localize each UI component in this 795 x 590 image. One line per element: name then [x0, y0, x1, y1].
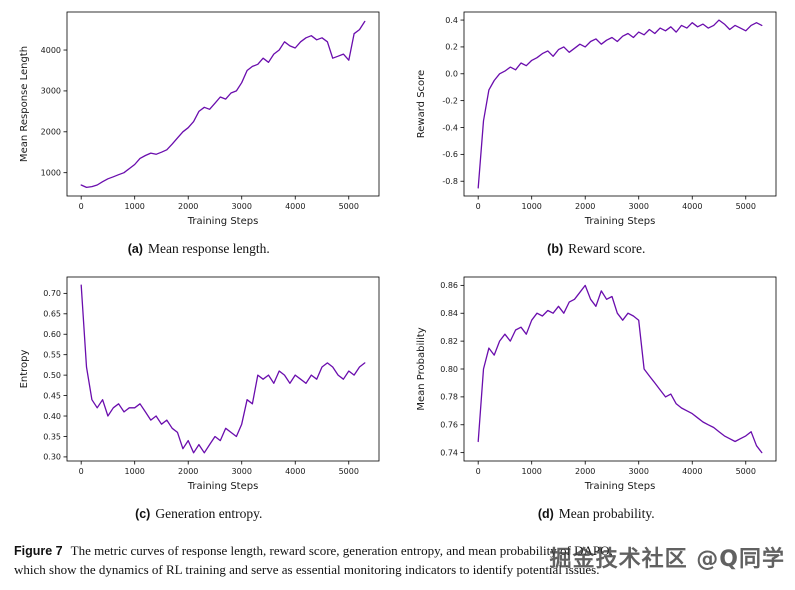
x-tick-label: 2000 — [575, 467, 595, 476]
chart-generation-entropy: 0 1000 2000 3000 4000 5000 0.30 0.35 0.40 0.45 0.5… — [13, 269, 385, 497]
y-tick-label: -0.2 — [443, 96, 459, 105]
figure-caption-label: Figure 7 — [14, 544, 63, 558]
y-tick-label: 2000 — [40, 128, 60, 137]
x-tick-label: 3000 — [231, 467, 251, 476]
y-tick-label: 0.4 — [446, 16, 459, 25]
figure-caption-text1: The metric curves of response length, re… — [70, 543, 613, 558]
plot-border — [463, 11, 777, 197]
plot-border — [463, 276, 777, 462]
y-tick-label: 4000 — [40, 46, 60, 55]
y-tick-label: -0.6 — [443, 150, 459, 159]
x-tick-label: 4000 — [682, 467, 702, 476]
figure-caption-line1: Figure 7 The metric curves of response le… — [14, 542, 781, 561]
subfigure-c-text: Generation entropy. — [155, 506, 263, 521]
y-axis-label: Mean Response Length — [19, 46, 30, 162]
subfigure-b-tag: (b) — [547, 242, 564, 256]
subfigure-d: 0 1000 2000 3000 4000 5000 0.74 0.76 0.78 0.80 0.8… — [398, 269, 795, 534]
x-tick-label: 5000 — [338, 467, 358, 476]
x-tick-label: 5000 — [338, 202, 358, 211]
figure-caption-text2: which show the dynamics of RL training a… — [14, 561, 600, 577]
y-tick-label: 0.76 — [440, 421, 458, 430]
subfigure-d-caption: (d) Mean probability. — [538, 506, 655, 522]
chart-mean-probability: 0 1000 2000 3000 4000 5000 0.74 0.76 0.78 0.80 0.8… — [410, 269, 782, 497]
subfigure-c: 0 1000 2000 3000 4000 5000 0.30 0.35 0.40 0.45 0.5… — [0, 269, 398, 534]
subfigure-a: 0 1000 2000 3000 4000 5000 1000 2000 3000 4000 Tra… — [0, 4, 398, 269]
chart-svg: 0 1000 2000 3000 4000 5000 0.30 0.35 0.40 0.45 0.5… — [19, 276, 380, 492]
figure-caption: Figure 7 The metric curves of response le… — [0, 534, 795, 580]
y-tick-label: 0.0 — [446, 70, 459, 79]
y-axis-label: Entropy — [19, 349, 30, 388]
y-tick-label: 0.86 — [440, 281, 458, 290]
subfigure-b-text: Reward score. — [568, 241, 646, 256]
chart-svg: 0 1000 2000 3000 4000 5000 0.74 0.76 0.78 0.80 0.8… — [416, 276, 777, 492]
figure-caption-line2: which show the dynamics of RL training a… — [14, 561, 781, 580]
x-axis-label: Training Steps — [584, 481, 656, 492]
series-line — [80, 284, 366, 454]
subfigure-a-tag: (a) — [127, 242, 143, 256]
y-tick-label: 0.82 — [440, 337, 458, 346]
x-tick-label: 5000 — [736, 467, 756, 476]
y-tick-label: 0.70 — [43, 289, 61, 298]
plot-border — [66, 11, 380, 197]
y-tick-label: 0.35 — [43, 432, 61, 441]
x-tick-label: 3000 — [629, 467, 649, 476]
subfigure-a-text: Mean response length. — [147, 241, 270, 256]
subfigure-c-caption: (c) Generation entropy. — [135, 506, 262, 522]
subfigure-c-tag: (c) — [135, 507, 151, 521]
y-tick-label: 0.80 — [440, 365, 458, 374]
x-tick-label: 0 — [78, 202, 83, 211]
x-tick-label: 1000 — [124, 202, 144, 211]
x-tick-label: 2000 — [178, 202, 198, 211]
chart-mean-response-length: 0 1000 2000 3000 4000 5000 1000 2000 3000 4000 Tra… — [13, 4, 385, 232]
y-tick-label: 1000 — [40, 168, 60, 177]
figure-grid: 0 1000 2000 3000 4000 5000 1000 2000 3000 4000 Tra… — [0, 4, 795, 534]
subfigure-b-caption: (b) Reward score. — [547, 241, 645, 257]
y-tick-label: -0.4 — [443, 123, 459, 132]
y-tick-label: 0.74 — [440, 448, 458, 457]
y-tick-label: -0.8 — [443, 177, 459, 186]
x-tick-label: 2000 — [575, 202, 595, 211]
x-tick-label: 4000 — [285, 202, 305, 211]
x-tick-label: 4000 — [285, 467, 305, 476]
x-tick-label: 3000 — [629, 202, 649, 211]
series-line — [477, 19, 763, 189]
x-tick-label: 4000 — [682, 202, 702, 211]
y-tick-label: 0.60 — [43, 330, 61, 339]
series-line — [477, 284, 763, 454]
x-tick-label: 0 — [78, 467, 83, 476]
x-tick-label: 0 — [476, 467, 481, 476]
x-tick-label: 0 — [476, 202, 481, 211]
subfigure-a-caption: (a) Mean response length. — [128, 241, 270, 257]
subfigure-b: 0 1000 2000 3000 4000 5000 -0.8 -0.6 -0.4 -0.2 0.0… — [398, 4, 795, 269]
x-axis-label: Training Steps — [584, 216, 656, 227]
x-axis-label: Training Steps — [186, 481, 258, 492]
y-tick-label: 0.2 — [446, 43, 459, 52]
y-tick-label: 0.40 — [43, 412, 61, 421]
plot-border — [66, 276, 380, 462]
subfigure-d-tag: (d) — [537, 507, 554, 521]
chart-svg: 0 1000 2000 3000 4000 5000 -0.8 -0.6 -0.4 -0.2 0.0… — [416, 11, 777, 227]
y-tick-label: 0.55 — [43, 350, 61, 359]
y-tick-label: 0.78 — [440, 393, 458, 402]
y-tick-label: 0.65 — [43, 310, 61, 319]
x-tick-label: 2000 — [178, 467, 198, 476]
x-tick-label: 5000 — [736, 202, 756, 211]
y-axis-label: Mean Probability — [416, 327, 427, 410]
x-axis-label: Training Steps — [186, 216, 258, 227]
x-tick-label: 1000 — [124, 467, 144, 476]
x-tick-label: 1000 — [522, 467, 542, 476]
y-tick-label: 0.50 — [43, 371, 61, 380]
y-tick-label: 0.30 — [43, 453, 61, 462]
y-tick-label: 0.45 — [43, 391, 61, 400]
y-tick-label: 3000 — [40, 87, 60, 96]
series-line — [80, 20, 366, 189]
chart-svg: 0 1000 2000 3000 4000 5000 1000 2000 3000 4000 Tra… — [19, 11, 380, 227]
x-tick-label: 3000 — [231, 202, 251, 211]
x-tick-label: 1000 — [522, 202, 542, 211]
subfigure-d-text: Mean probability. — [558, 506, 655, 521]
chart-reward-score: 0 1000 2000 3000 4000 5000 -0.8 -0.6 -0.4 -0.2 0.0… — [410, 4, 782, 232]
y-tick-label: 0.84 — [440, 309, 458, 318]
y-axis-label: Reward Score — [416, 70, 427, 138]
